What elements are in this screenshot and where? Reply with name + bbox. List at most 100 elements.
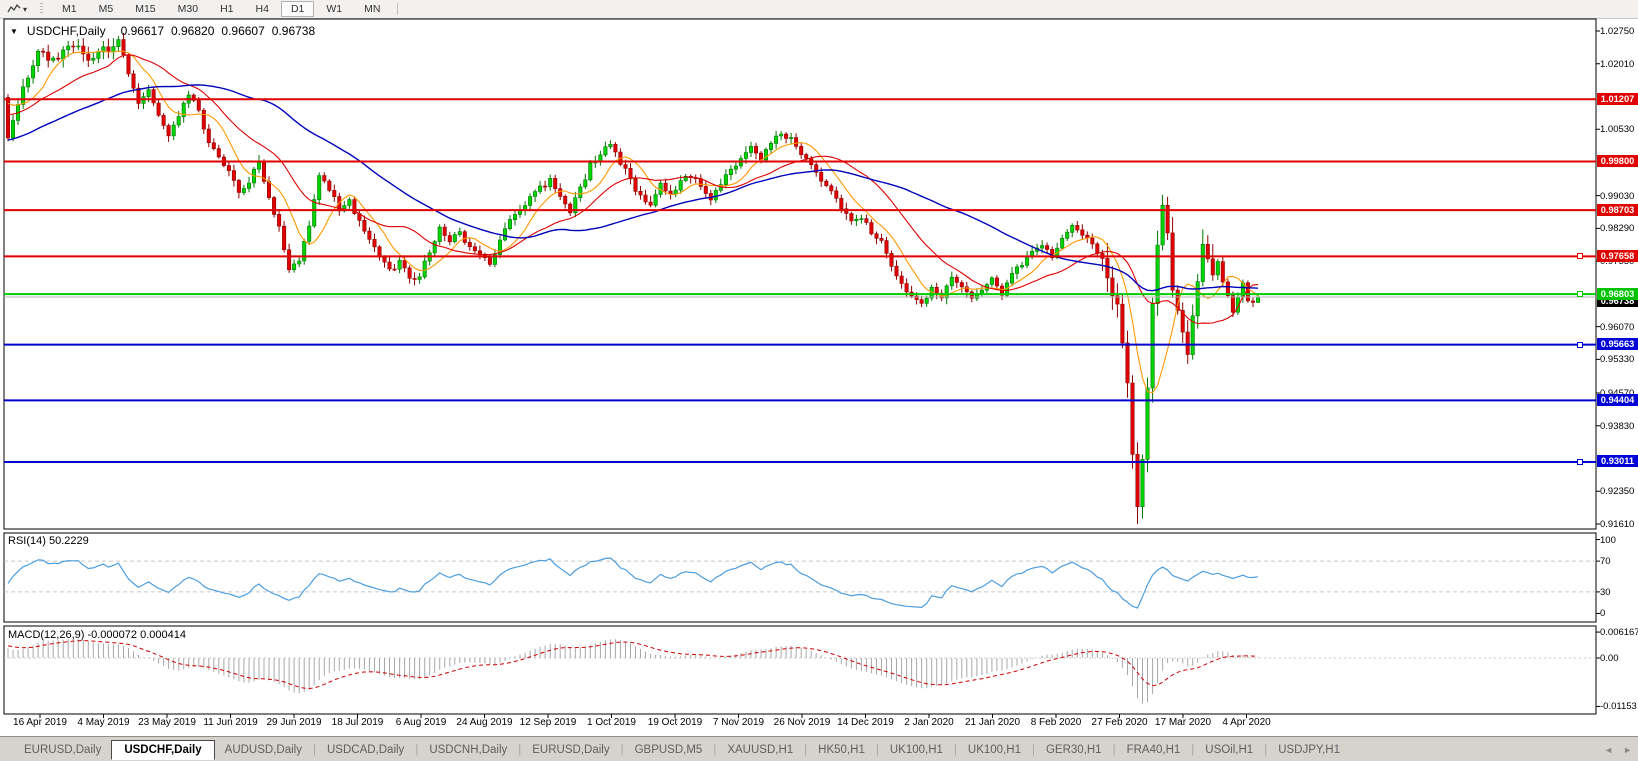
rsi-axis-label: 70	[1600, 556, 1611, 568]
toolbar-grip[interactable]	[40, 3, 44, 15]
ohlc-low: 0.96607	[221, 24, 265, 38]
price-axis-label: 1.02750	[1600, 26, 1635, 37]
date-axis-label: 27 Feb 2020	[1091, 717, 1148, 728]
timeframe-button-mn[interactable]: MN	[364, 3, 381, 15]
tab-uk100-h1[interactable]: UK100,H1	[889, 743, 943, 756]
tab-separator: |	[875, 743, 879, 756]
price-tag-support: 0.93011	[1597, 455, 1638, 467]
tab-scroll-arrows: ◄ ►	[1604, 737, 1632, 761]
price-tag-resistance: 0.97658	[1597, 250, 1638, 262]
price-axis-label: 0.96070	[1600, 321, 1635, 333]
tab-eurusd-daily[interactable]: EURUSD,Daily	[532, 743, 610, 756]
timeframe-button-m15[interactable]: M15	[135, 3, 156, 15]
date-axis-label: 8 Feb 2020	[1030, 717, 1082, 728]
tab-scroll-right-icon[interactable]: ►	[1623, 744, 1632, 755]
tab-list: EURUSD,Daily USDCHF,Daily AUDUSD,Daily | USD…	[14, 739, 1350, 760]
tab-separator: |	[1191, 743, 1195, 756]
tab-gbpusd-m5[interactable]: GBPUSD,M5	[634, 743, 703, 756]
date-axis-label: 11 Jun 2019	[203, 717, 258, 728]
price-tag-resistance: 1.01207	[1597, 93, 1638, 105]
price-axis-label: 0.95330	[1600, 354, 1635, 366]
macd-plot[interactable]	[3, 625, 1597, 715]
date-axis-label: 2 Jan 2020	[904, 717, 954, 728]
date-axis-label: 18 Jul 2019	[331, 717, 384, 728]
timeframe-button-h4[interactable]: H4	[255, 3, 269, 15]
tab-usoil-h1[interactable]: USOil,H1	[1205, 743, 1254, 756]
rsi-line	[7, 557, 1259, 609]
tab-separator: |	[312, 743, 316, 756]
date-axis-label: 6 Aug 2019	[395, 717, 447, 728]
chart-cursor-icon[interactable]: ▾	[4, 3, 30, 15]
price-axis-label: 0.93830	[1600, 420, 1635, 432]
rsi-axis-label: 0	[1600, 608, 1606, 620]
tab-separator: |	[1264, 743, 1268, 756]
tab-usdcad-daily[interactable]: USDCAD,Daily	[326, 743, 405, 756]
tab-separator: |	[1031, 743, 1035, 756]
macd-axis-label: -0.01153	[1600, 701, 1637, 713]
price-tag-resistance: 0.99800	[1597, 155, 1638, 167]
date-axis-label: 16 Apr 2019	[13, 717, 67, 728]
price-axis-label: 0.94570	[1600, 388, 1634, 399]
ohlc-close: 0.96738	[271, 24, 316, 38]
timeframe-button-w1[interactable]: W1	[326, 3, 343, 15]
timeframe-button-d1[interactable]: D1	[280, 1, 315, 17]
tab-uk100-h1[interactable]: UK100,H1	[967, 743, 1021, 756]
date-axis-label: 23 May 2019	[138, 717, 196, 728]
price-tag-pivot: 0.96803	[1597, 288, 1638, 300]
timeframe-button-m1[interactable]: M1	[62, 3, 77, 15]
tab-usdchf-daily[interactable]: USDCHF,Daily	[111, 739, 215, 760]
collapse-triangle-icon[interactable]: ▼	[10, 26, 18, 36]
timeframe-button-group: M1 M5 M15 M30 H1 H4 D1 W1 MN	[51, 1, 391, 17]
dropdown-caret-icon[interactable]: ▾	[23, 4, 28, 14]
date-axis-label: 19 Oct 2019	[647, 717, 703, 728]
line-handle[interactable]	[1577, 253, 1583, 260]
line-handle[interactable]	[1577, 458, 1583, 465]
macd-axis-label: 0.006167	[1600, 627, 1638, 639]
tab-audusd-daily[interactable]: AUDUSD,Daily	[224, 743, 302, 756]
line-handle[interactable]	[1577, 341, 1583, 348]
tab-scroll-left-icon[interactable]: ◄	[1604, 744, 1614, 755]
tab-fra40-h1[interactable]: FRA40,H1	[1126, 743, 1181, 756]
timeframe-button-m30[interactable]: M30	[177, 3, 199, 15]
price-tag-support: 0.94404	[1597, 394, 1638, 406]
date-axis-label: 7 Nov 2019	[712, 717, 765, 728]
ohlc-high: 0.96820	[171, 24, 215, 38]
rsi-plot[interactable]	[3, 532, 1597, 623]
tab-ger30-h1[interactable]: GER30,H1	[1045, 743, 1102, 756]
chart-tab-bar: EURUSD,Daily USDCHF,Daily AUDUSD,Daily | USD…	[0, 736, 1638, 761]
ohlc-open: 0.96617	[120, 24, 164, 38]
date-axis-label: 26 Nov 2019	[773, 717, 831, 728]
chart-plot-svg	[3, 18, 1600, 718]
date-axis-label: 1 Oct 2019	[587, 717, 636, 728]
main-chart-plot[interactable]	[3, 18, 1597, 530]
tab-separator: |	[804, 743, 808, 756]
date-axis-label: 21 Jan 2020	[964, 717, 1021, 728]
price-tag-resistance: 0.98703	[1597, 204, 1638, 216]
tab-separator: |	[1112, 743, 1116, 756]
date-axis-label: 24 Aug 2019	[456, 717, 513, 728]
rsi-label: RSI(14) 50.2229	[8, 535, 89, 547]
date-axis-label: 17 Mar 2020	[1154, 717, 1212, 728]
toolbar-separator	[397, 3, 399, 15]
macd-label: MACD(12,26,9) -0.000072 0.000414	[8, 629, 186, 641]
price-axis-label: 0.91610	[1600, 518, 1635, 530]
date-axis-label: 4 May 2019	[77, 717, 130, 728]
tab-eurusd-daily[interactable]: EURUSD,Daily	[24, 743, 102, 756]
tab-separator: |	[620, 743, 624, 756]
timeframe-button-h1[interactable]: H1	[220, 3, 234, 15]
price-axis-label: 1.02010	[1600, 58, 1635, 70]
macd-axis-label: 0.00	[1600, 653, 1619, 664]
price-tag-support: 0.95663	[1597, 338, 1638, 350]
tab-hk50-h1[interactable]: HK50,H1	[818, 743, 865, 756]
tab-usdjpy-h1[interactable]: USDJPY,H1	[1278, 743, 1340, 756]
tab-separator: |	[415, 743, 419, 756]
timeframe-button-m5[interactable]: M5	[98, 3, 114, 15]
price-axis-label: 0.99030	[1600, 190, 1635, 202]
price-axis-label: 1.00530	[1600, 124, 1635, 136]
price-axis-label: 0.92350	[1600, 486, 1635, 498]
tab-xauusd-h1[interactable]: XAUUSD,H1	[727, 743, 794, 756]
rsi-axis-label: 100	[1600, 534, 1616, 546]
tab-usdcnh-daily[interactable]: USDCNH,Daily	[429, 743, 508, 756]
line-handle[interactable]	[1577, 291, 1583, 298]
